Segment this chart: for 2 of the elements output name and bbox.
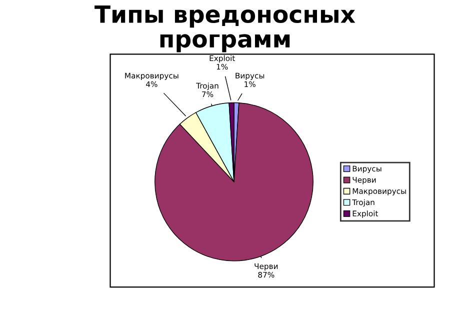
chart-title: Типы вредоносных программ [94, 6, 356, 52]
pie-slice [154, 102, 314, 262]
